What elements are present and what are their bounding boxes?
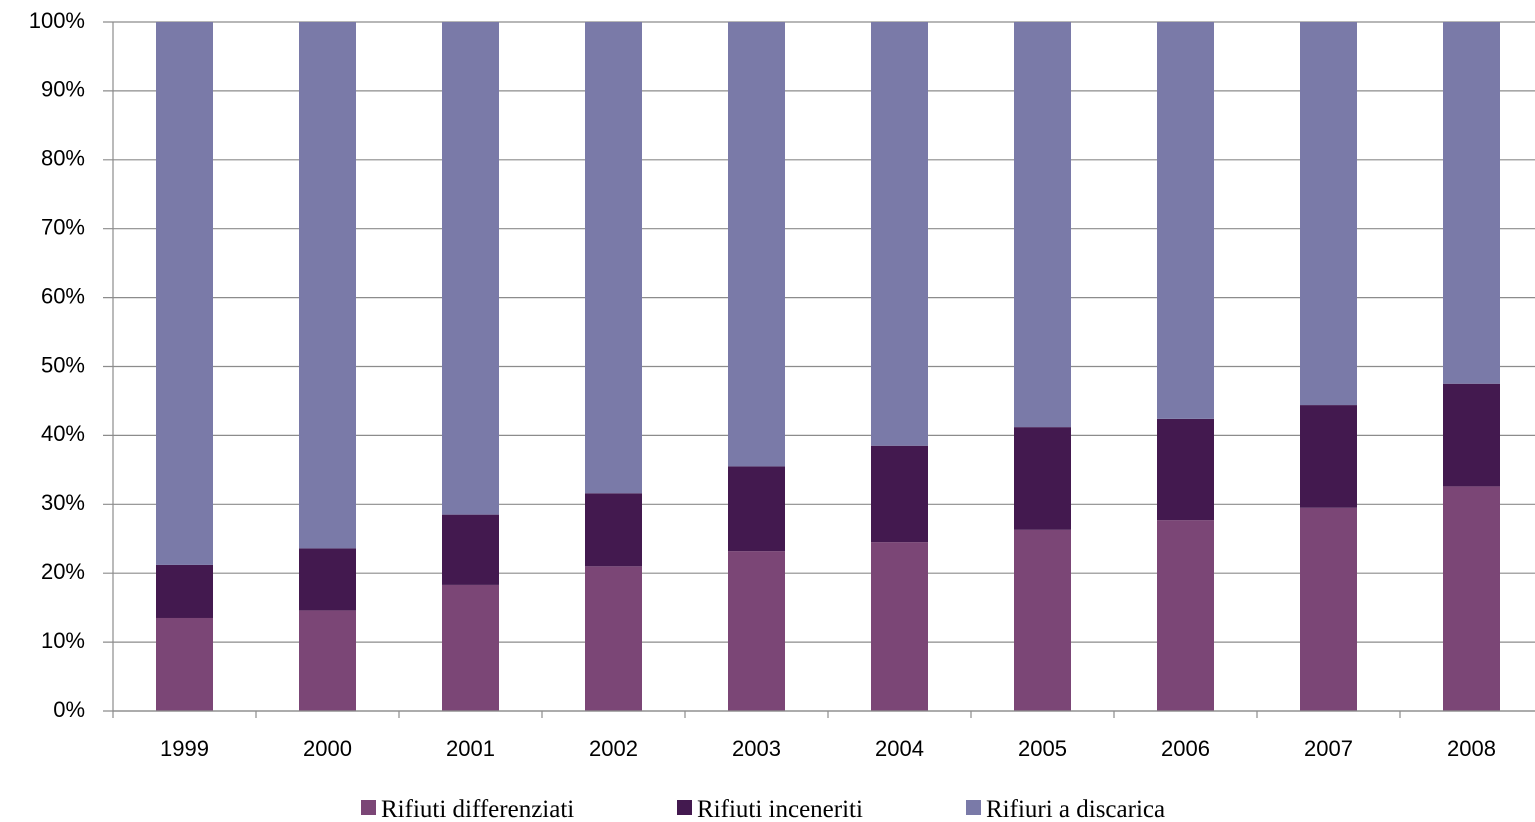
y-tick-label: 70% <box>41 215 85 240</box>
y-tick-label: 60% <box>41 283 85 308</box>
bar-segment <box>1014 529 1071 711</box>
x-tick-label: 2002 <box>589 736 638 761</box>
bar-segment <box>1157 520 1214 711</box>
bar-segment <box>728 551 785 711</box>
y-tick-label: 0% <box>53 697 85 722</box>
bars <box>156 22 1500 711</box>
bar-segment <box>1157 418 1214 521</box>
legend-swatch <box>966 800 981 815</box>
y-tick-label: 40% <box>41 421 85 446</box>
bar-segment <box>1443 22 1500 384</box>
bar-segment <box>442 584 499 711</box>
bar-segment <box>1014 427 1071 530</box>
bar-segment <box>1443 486 1500 711</box>
x-tick-label: 2001 <box>446 736 495 761</box>
bar-segment <box>156 22 213 565</box>
y-tick-label: 80% <box>41 146 85 171</box>
legend-swatch <box>361 800 376 815</box>
legend-label: Rifiuti differenziati <box>381 796 574 822</box>
x-tick-label: 2006 <box>1161 736 1210 761</box>
y-tick-label: 10% <box>41 628 85 653</box>
x-tick-label: 1999 <box>160 736 209 761</box>
x-tick-label: 2000 <box>303 736 352 761</box>
x-tick-label: 2003 <box>732 736 781 761</box>
bar-segment <box>442 514 499 585</box>
bar-segment <box>1300 507 1357 711</box>
bar-segment <box>871 542 928 711</box>
bar-segment <box>299 22 356 549</box>
x-tick-label: 2004 <box>875 736 924 761</box>
bar-segment <box>1443 383 1500 487</box>
y-tick-label: 30% <box>41 490 85 515</box>
bar-segment <box>156 617 213 711</box>
x-tick-label: 2008 <box>1447 736 1496 761</box>
bar-segment <box>728 466 785 552</box>
bar-segment <box>299 548 356 611</box>
y-tick-label: 90% <box>41 77 85 102</box>
y-tick-label: 50% <box>41 352 85 377</box>
bar-segment <box>156 564 213 618</box>
bar-segment <box>1157 22 1214 419</box>
x-axis-tick-labels: 1999 2000 2001 2002 2003 2004 2005 2006 2007 2008 <box>160 736 1496 761</box>
bar-segment <box>728 22 785 467</box>
axes <box>112 22 1535 718</box>
bar-segment <box>1300 22 1357 406</box>
bar-segment <box>871 445 928 543</box>
legend-label: Rifiuti inceneriti <box>697 796 863 822</box>
y-axis-tick-labels: 0% 10% 20% 30% 40% 50% 60% 70% 80% 90% 100% <box>29 8 85 722</box>
bar-segment <box>871 22 928 446</box>
bar-segment <box>299 610 356 711</box>
y-tick-label: 20% <box>41 559 85 584</box>
x-tick-label: 2005 <box>1018 736 1067 761</box>
y-tick-label: 100% <box>29 8 85 33</box>
bar-segment <box>585 22 642 494</box>
bar-segment <box>585 493 642 567</box>
x-tick-label: 2007 <box>1304 736 1353 761</box>
bar-segment <box>442 22 499 515</box>
legend: Rifiuti differenziati Rifiuti inceneriti R… <box>361 796 1165 822</box>
bar-segment <box>1014 22 1071 428</box>
legend-swatch <box>677 800 692 815</box>
bar-segment <box>585 566 642 711</box>
bar-segment <box>1300 405 1357 508</box>
legend-label: Rifiuri a discarica <box>986 796 1165 822</box>
